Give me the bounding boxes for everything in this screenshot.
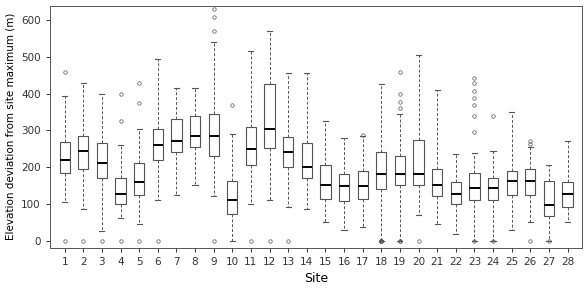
PathPatch shape (171, 119, 182, 152)
PathPatch shape (190, 116, 200, 147)
PathPatch shape (395, 156, 405, 185)
Y-axis label: Elevation deviation from site maximum (m): Elevation deviation from site maximum (m… (5, 13, 15, 240)
PathPatch shape (265, 84, 275, 148)
PathPatch shape (376, 152, 386, 189)
PathPatch shape (563, 182, 573, 207)
PathPatch shape (339, 174, 349, 201)
PathPatch shape (246, 127, 256, 165)
PathPatch shape (432, 169, 442, 196)
PathPatch shape (544, 181, 554, 216)
PathPatch shape (506, 171, 517, 195)
PathPatch shape (488, 178, 498, 200)
PathPatch shape (320, 165, 330, 199)
PathPatch shape (115, 178, 126, 204)
PathPatch shape (302, 143, 312, 178)
PathPatch shape (450, 182, 461, 204)
X-axis label: Site: Site (304, 272, 328, 285)
PathPatch shape (469, 173, 480, 200)
PathPatch shape (134, 164, 144, 195)
PathPatch shape (59, 142, 70, 173)
PathPatch shape (153, 129, 163, 160)
PathPatch shape (413, 140, 424, 185)
PathPatch shape (227, 181, 238, 214)
PathPatch shape (525, 169, 536, 195)
PathPatch shape (78, 136, 88, 169)
PathPatch shape (358, 171, 368, 199)
PathPatch shape (97, 143, 107, 178)
PathPatch shape (283, 137, 293, 167)
PathPatch shape (209, 114, 219, 156)
